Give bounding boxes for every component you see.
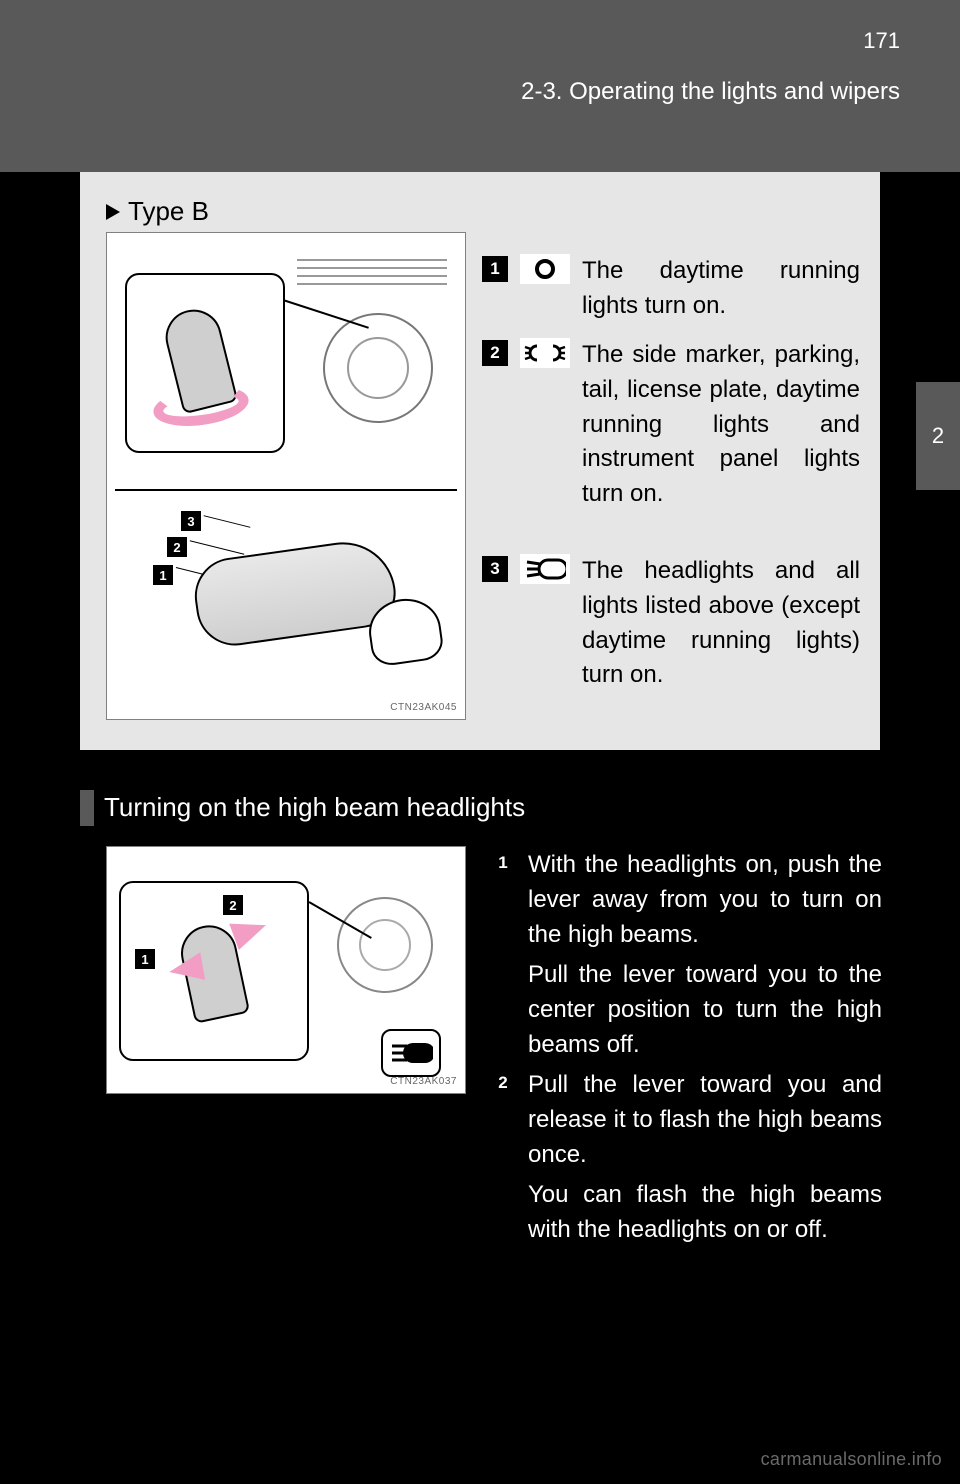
- dashboard-sketch: [115, 243, 457, 483]
- subsection-marker: [80, 790, 94, 826]
- parking-lights-icon: [520, 338, 570, 368]
- list-item: 2 The side marker, parking, tail, licens…: [482, 338, 860, 512]
- step-number-badge: 3: [482, 556, 508, 582]
- item-subtext: You can flash the high beams with the he…: [528, 1178, 882, 1248]
- direction-label-1: 1: [135, 949, 155, 969]
- step-number-badge: 2: [490, 1070, 516, 1096]
- item-text: Pull the lever toward you and release it…: [528, 1068, 882, 1172]
- type-b-panel: Type B 3 2 1 CTN23AK045 1: [80, 172, 880, 750]
- list-item: 1 The daytime running lights turn on.: [482, 254, 860, 324]
- arrow-pull-icon: [167, 952, 205, 985]
- step-number-badge: 1: [482, 256, 508, 282]
- step-number-badge: 1: [490, 850, 516, 876]
- direction-label-2: 2: [223, 895, 243, 915]
- list-item: 3 The headlights and all lights listed a…: [482, 554, 860, 693]
- watermark: carmanualsonline.info: [761, 1449, 942, 1470]
- headlight-icon: [520, 554, 570, 584]
- dashboard-sketch: 1 2: [113, 853, 459, 1087]
- figure-code: CTN23AK037: [390, 1076, 457, 1087]
- page-number: 171: [863, 28, 900, 54]
- header-band: 171 2-3. Operating the lights and wipers: [0, 0, 960, 172]
- item-text: With the headlights on, push the lever a…: [528, 848, 882, 952]
- figure-code: CTN23AK045: [390, 702, 457, 713]
- item-text: The headlights and all lights listed abo…: [582, 554, 860, 693]
- list-item: 2 Pull the lever toward you and release …: [490, 1068, 882, 1172]
- leader-line: [190, 540, 245, 555]
- item-text: The side marker, parking, tail, license …: [582, 338, 860, 512]
- high-beam-symbol-box: [381, 1029, 441, 1077]
- item-subtext: Pull the lever toward you to the center …: [528, 958, 882, 1062]
- chapter-tab-number: 2: [932, 423, 944, 449]
- section-title: 2-3. Operating the lights and wipers: [521, 78, 900, 106]
- rotate-arrow-icon: [151, 381, 251, 432]
- high-beam-figure: 1 2 CTN23AK037: [106, 846, 466, 1094]
- item-text: The daytime running lights turn on.: [582, 254, 860, 324]
- knob-callout: [125, 273, 285, 453]
- steering-wheel-sketch: [323, 313, 433, 423]
- position-label-3: 3: [181, 511, 201, 531]
- type-b-figure: 3 2 1 CTN23AK045: [106, 232, 466, 720]
- vents-sketch: [297, 255, 447, 305]
- triangle-icon: [106, 204, 120, 220]
- step-number-badge: 2: [482, 340, 508, 366]
- steering-wheel-sketch: [337, 897, 433, 993]
- chapter-tab: 2: [916, 382, 960, 490]
- type-b-label: Type B: [128, 196, 209, 227]
- leader-line: [204, 515, 251, 528]
- lever-sketch: 3 2 1: [115, 503, 457, 695]
- figure-divider: [115, 489, 457, 491]
- position-label-1: 1: [153, 565, 173, 585]
- high-beam-icon: [389, 1039, 433, 1067]
- off-icon: [520, 254, 570, 284]
- lever-callout: 1 2: [119, 881, 309, 1061]
- position-label-2: 2: [167, 537, 187, 557]
- list-item: 1 With the headlights on, push the lever…: [490, 848, 882, 952]
- type-b-heading: Type B: [106, 196, 209, 227]
- subsection-heading: Turning on the high beam headlights: [104, 792, 525, 823]
